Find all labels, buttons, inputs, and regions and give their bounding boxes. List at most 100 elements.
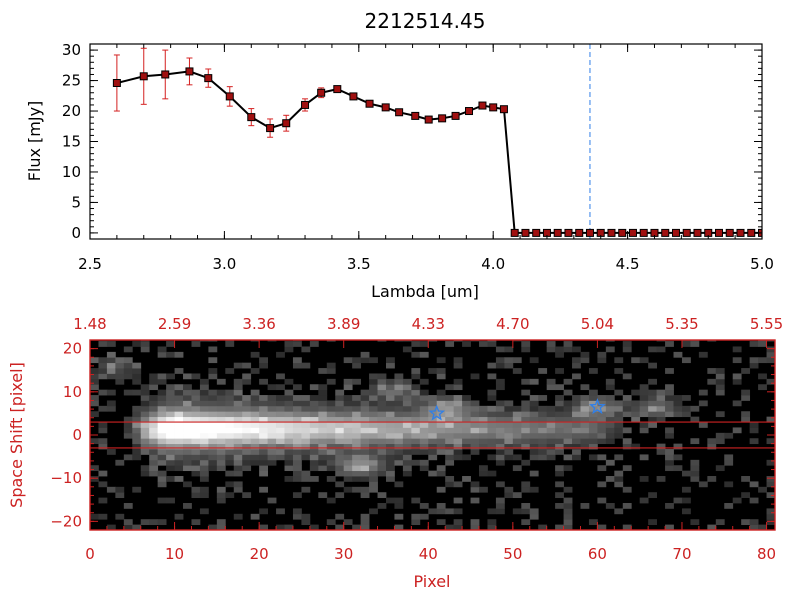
image-cell bbox=[665, 405, 674, 412]
image-cell bbox=[259, 454, 268, 461]
image-cell bbox=[504, 454, 514, 461]
image-cell bbox=[453, 432, 463, 439]
image-cell bbox=[479, 470, 488, 477]
image-cell bbox=[132, 427, 142, 434]
image-cell bbox=[572, 357, 581, 364]
image-cell bbox=[479, 416, 488, 423]
wavelength-tick-label: 5.35 bbox=[665, 315, 698, 333]
shift-tick-label: −20 bbox=[50, 512, 82, 530]
image-cell bbox=[318, 438, 328, 445]
image-cell bbox=[123, 503, 133, 509]
image-cell bbox=[436, 357, 446, 364]
data-point bbox=[247, 113, 256, 122]
image-cell bbox=[572, 362, 581, 369]
image-cell bbox=[174, 389, 184, 396]
image-cell bbox=[622, 465, 632, 472]
image-cell bbox=[377, 470, 387, 477]
image-cell bbox=[495, 497, 505, 504]
image-cell bbox=[352, 486, 362, 493]
image-cell bbox=[360, 400, 370, 407]
image-cell bbox=[352, 470, 362, 477]
image-cell bbox=[199, 508, 209, 515]
image-cell bbox=[284, 476, 294, 482]
image-cell bbox=[597, 465, 607, 472]
image-cell bbox=[292, 508, 302, 515]
image-cell bbox=[157, 438, 167, 445]
image-cell bbox=[90, 438, 99, 445]
image-cell bbox=[487, 438, 497, 445]
image-cell bbox=[732, 497, 742, 504]
image-cell bbox=[402, 443, 412, 450]
image-cell bbox=[419, 427, 429, 434]
image-cell bbox=[572, 443, 581, 450]
image-cell bbox=[648, 362, 658, 369]
data-point bbox=[607, 228, 616, 237]
image-cell bbox=[614, 368, 624, 374]
image-cell bbox=[521, 508, 531, 515]
image-cell bbox=[529, 513, 539, 520]
image-cell bbox=[445, 395, 455, 401]
y-tick-label: 30 bbox=[62, 41, 81, 59]
image-cell bbox=[428, 368, 438, 374]
image-cell bbox=[555, 400, 564, 407]
image-cell bbox=[419, 449, 429, 455]
image-cell bbox=[292, 422, 302, 428]
image-cell bbox=[149, 373, 159, 380]
image-cell bbox=[707, 340, 717, 342]
image-cell bbox=[385, 476, 395, 482]
image-cell bbox=[445, 481, 455, 488]
image-cell bbox=[123, 432, 133, 439]
image-cell bbox=[605, 405, 615, 412]
image-cell bbox=[292, 384, 302, 391]
image-cell bbox=[157, 400, 167, 407]
image-cell bbox=[191, 459, 201, 466]
image-cell bbox=[563, 524, 573, 530]
image-cell bbox=[292, 432, 302, 439]
image-cell bbox=[352, 400, 362, 407]
image-cell bbox=[309, 411, 319, 418]
image-cell bbox=[529, 449, 539, 455]
image-cell bbox=[614, 416, 624, 423]
data-point bbox=[478, 101, 487, 110]
image-cell bbox=[707, 438, 717, 445]
image-cell bbox=[411, 459, 421, 466]
image-cell bbox=[123, 346, 133, 353]
image-cell bbox=[191, 411, 201, 418]
image-cell bbox=[166, 443, 175, 450]
image-cell bbox=[335, 465, 345, 472]
image-x-axis-label: Pixel bbox=[413, 572, 450, 591]
image-cell bbox=[115, 378, 125, 385]
image-cell bbox=[377, 384, 387, 391]
image-cell bbox=[648, 400, 658, 407]
image-cell bbox=[741, 492, 751, 499]
image-cell bbox=[555, 481, 564, 488]
image-cell bbox=[546, 341, 556, 347]
image-cell bbox=[343, 395, 353, 401]
image-cell bbox=[343, 411, 353, 418]
image-cell bbox=[631, 400, 641, 407]
image-cell bbox=[326, 427, 336, 434]
image-cell bbox=[436, 438, 446, 445]
data-point bbox=[411, 111, 420, 120]
image-cell bbox=[369, 432, 378, 439]
image-cell bbox=[132, 486, 142, 493]
image-cell bbox=[208, 357, 218, 364]
x-tick-label: 4.0 bbox=[481, 255, 505, 273]
image-cell bbox=[402, 432, 412, 439]
image-cell bbox=[681, 486, 691, 493]
image-cell bbox=[233, 427, 243, 434]
image-cell bbox=[343, 357, 353, 364]
image-cell bbox=[369, 459, 378, 466]
image-cell bbox=[115, 513, 125, 520]
image-cell bbox=[132, 341, 142, 347]
image-cell bbox=[157, 470, 167, 477]
image-cell bbox=[665, 432, 674, 439]
image-cell bbox=[208, 422, 218, 428]
image-cell bbox=[267, 416, 277, 423]
image-cell bbox=[453, 416, 463, 423]
image-cell bbox=[360, 449, 370, 455]
image-cell bbox=[597, 357, 607, 364]
image-cell bbox=[563, 416, 573, 423]
image-cell bbox=[648, 416, 658, 423]
image-cell bbox=[690, 519, 700, 525]
